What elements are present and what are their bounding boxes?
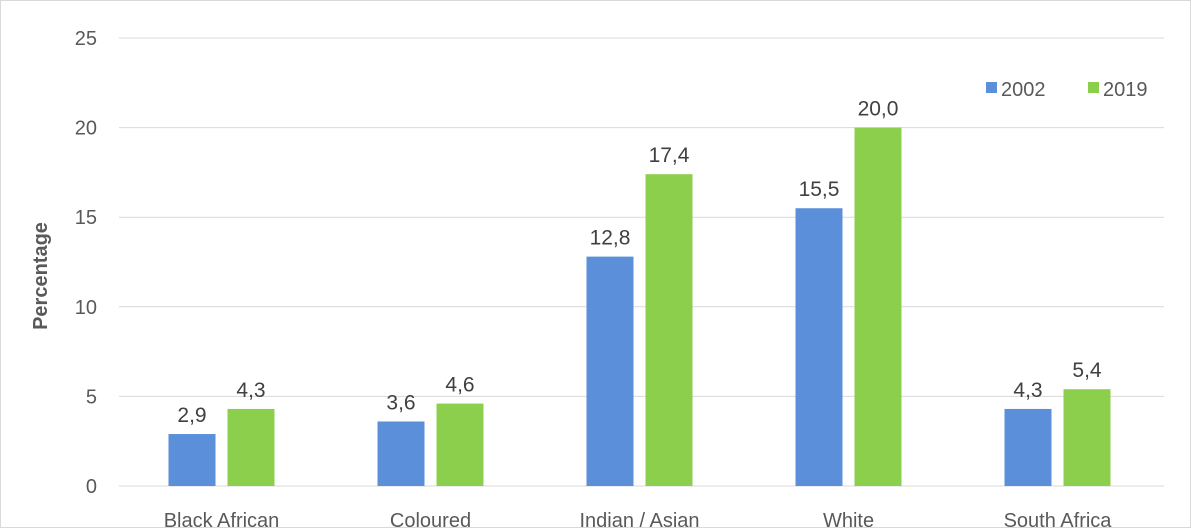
bar-2019-0 [227, 408, 275, 486]
bar-2019-3 [854, 127, 902, 486]
y-axis-title: Percentage [30, 222, 52, 330]
data-label-2019-3: 20,0 [858, 98, 899, 121]
x-tick-label: Indian / Asian [579, 510, 699, 529]
legend-label-2002: 2002 [1001, 79, 1046, 101]
data-label-2019-2: 17,4 [649, 144, 690, 167]
bar-2002-4 [1004, 408, 1052, 486]
legend: 2002 2019 [986, 79, 1148, 101]
data-label-2019-1: 4,6 [445, 374, 474, 397]
legend-swatch-2019 [1088, 82, 1099, 93]
y-axis-ticks: 0 5 10 15 20 25 [75, 28, 97, 498]
y-tick-label: 5 [86, 386, 97, 408]
x-tick-label: South Africa [1004, 510, 1113, 529]
data-label-2019-0: 4,3 [236, 379, 265, 402]
bars [168, 127, 1111, 487]
bar-2002-1 [377, 421, 425, 486]
y-tick-label: 20 [75, 118, 97, 140]
data-label-2002-1: 3,6 [386, 391, 415, 414]
y-tick-label: 15 [75, 207, 97, 229]
bar-2019-4 [1063, 389, 1111, 486]
bar-2019-2 [645, 174, 693, 486]
data-label-2002-2: 12,8 [590, 227, 631, 250]
y-tick-label: 25 [75, 28, 97, 50]
x-tick-label: Coloured [390, 510, 471, 529]
data-labels: 2,9 4,3 3,6 4,6 12,8 17,4 15,5 20,0 4,3 5,4 [177, 98, 1102, 427]
y-tick-label: 0 [86, 476, 97, 498]
bar-2002-0 [168, 434, 216, 486]
data-label-2002-4: 4,3 [1013, 379, 1042, 402]
x-tick-label: Black African [164, 510, 280, 529]
data-label-2002-3: 15,5 [799, 178, 840, 201]
bar-2019-1 [436, 403, 484, 486]
y-tick-label: 10 [75, 297, 97, 319]
bar-2002-3 [795, 208, 843, 487]
legend-label-2019: 2019 [1103, 79, 1148, 101]
gridlines [119, 37, 1164, 487]
legend-swatch-2002 [986, 82, 997, 93]
bar-2002-2 [586, 256, 634, 486]
x-tick-label: White [823, 510, 874, 529]
data-label-2002-0: 2,9 [177, 404, 206, 427]
data-label-2019-4: 5,4 [1072, 359, 1102, 382]
x-axis-ticks: Black African Coloured Indian / Asian White… [164, 510, 1113, 529]
